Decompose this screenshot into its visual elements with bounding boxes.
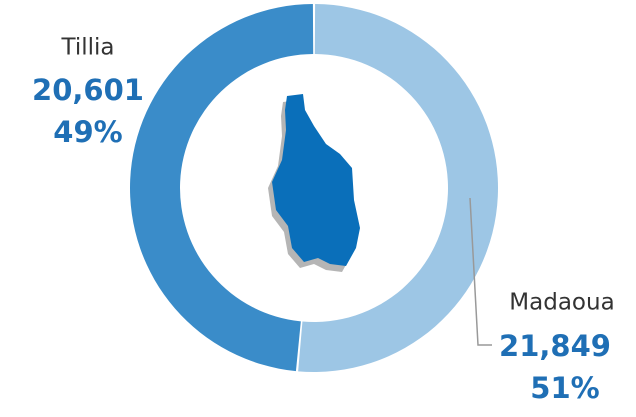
value-label: 21,849	[499, 329, 611, 363]
map-icon	[268, 94, 360, 272]
leader-line	[469, 197, 492, 346]
percent-label: 51%	[530, 371, 599, 405]
donut-slice	[129, 4, 314, 372]
value-label: 20,601	[32, 73, 144, 107]
donut-slice	[298, 4, 499, 372]
slice-name: Tillia	[61, 35, 115, 61]
percent-label: 49%	[53, 115, 122, 149]
slice-name: Madaoua	[509, 290, 614, 316]
